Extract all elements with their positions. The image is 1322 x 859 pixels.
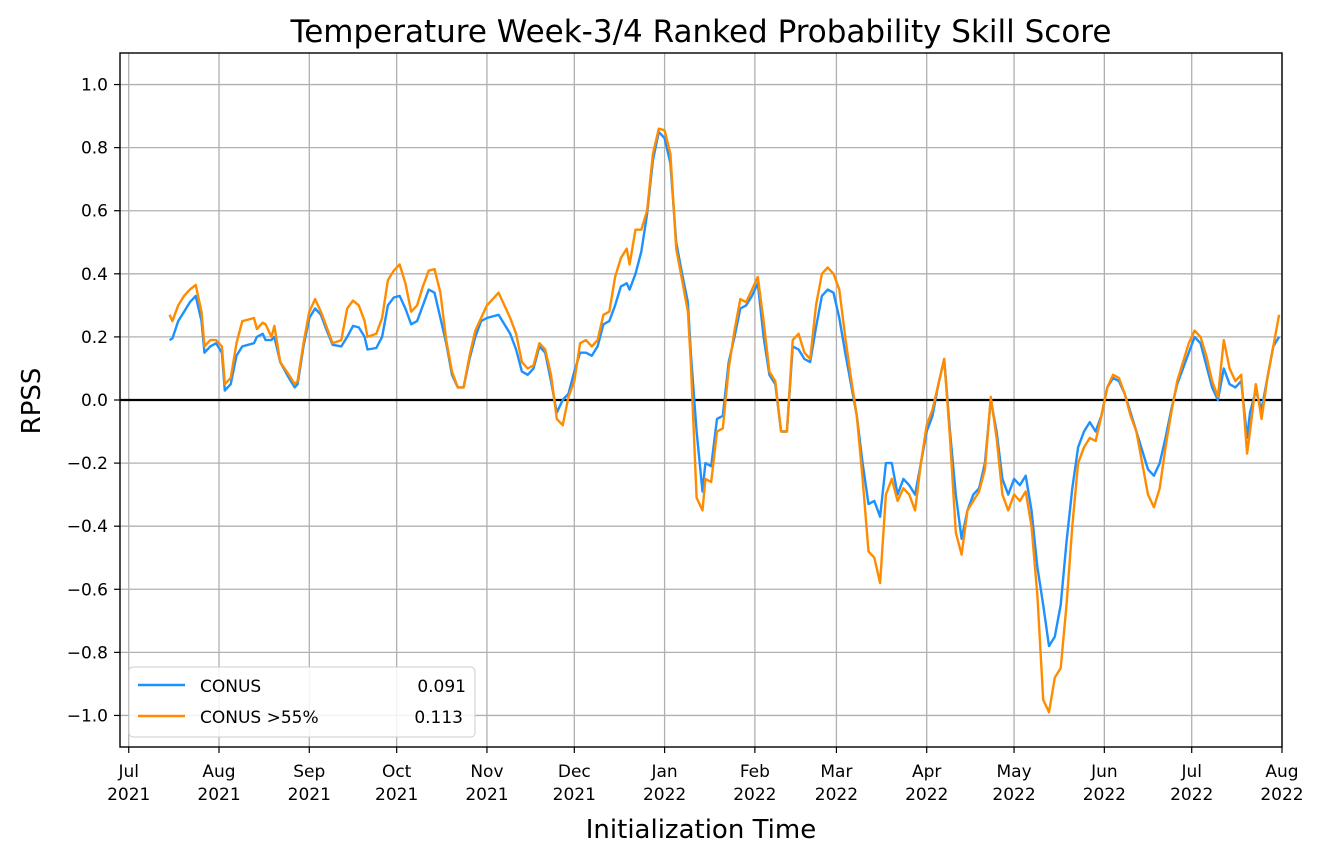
y-tick-label: 0.2 [81,328,108,348]
y-tick-label: 0.4 [81,265,108,285]
y-tick-label: −0.4 [67,517,108,537]
y-tick-label: 0.8 [81,139,108,159]
y-axis-label: RPSS [17,368,47,435]
series-line-conus-55 [168,127,1281,714]
x-tick-label: Aug 2022 [1260,762,1303,805]
x-tick-label: Jul 2022 [1170,762,1213,805]
x-tick-label: Apr 2022 [905,762,948,805]
x-tick-label: Jun 2022 [1083,762,1126,805]
series-layer [168,127,1281,714]
legend: CONUS 0.091 CONUS >55% 0.113 [128,666,476,738]
x-axis-label: Initialization Time [586,815,816,845]
legend-value-conus: 0.091 [417,677,466,697]
legend-label-conus: CONUS [200,677,261,697]
legend-label-conus-55: CONUS >55% [200,708,319,728]
chart-title: Temperature Week-3/4 Ranked Probability … [290,14,1112,50]
x-tick-label: Sep 2021 [288,762,331,805]
y-tick-label: −0.8 [67,643,108,663]
y-tick-label: 1.0 [81,76,108,96]
y-axis-ticks: 1.0 0.8 0.6 0.4 0.2 0.0 −0.2 −0.4 −0.6 −0.8 −1.0 [67,76,120,726]
x-tick-label: Mar 2022 [815,762,858,805]
x-tick-label: May 2022 [992,762,1035,805]
y-tick-label: −1.0 [67,706,108,726]
x-axis-ticks: Jul 2021 Aug 2021 Sep 2021 Oct 2021 Nov 2021 Dec 20… [107,747,1304,805]
y-tick-label: 0.6 [81,202,108,222]
x-tick-label: Dec 2021 [553,762,596,805]
y-tick-label: −0.2 [67,454,108,474]
legend-value-conus-55: 0.113 [414,708,463,728]
x-tick-label: Jan 2022 [643,762,686,805]
x-tick-label: Feb 2022 [733,762,776,805]
y-tick-label: −0.6 [67,580,108,600]
y-tick-label: 0.0 [81,391,108,411]
series-line-conus [168,130,1281,648]
legend-box [128,666,476,738]
x-tick-label: Jul 2021 [107,762,150,805]
x-tick-label: Aug 2021 [197,762,240,805]
x-tick-label: Oct 2021 [375,762,418,805]
x-tick-label: Nov 2021 [465,762,508,805]
